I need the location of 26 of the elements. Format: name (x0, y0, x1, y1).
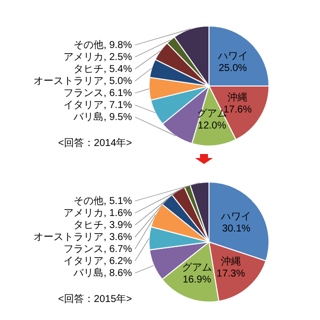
slice-label: アメリカ, 1.6% (64, 208, 132, 219)
data-label: 25.0% (218, 63, 248, 74)
slice-label: ハワイ (216, 51, 248, 62)
data-label: 30.1% (222, 223, 251, 234)
slice-label: ハワイ (220, 211, 252, 222)
data-label: 16.9% (182, 274, 212, 286)
slice-label: バリ島, 9.5% (72, 111, 132, 123)
text: <回答：2014年> (57, 138, 132, 150)
slice-label: 沖縄 (220, 256, 241, 268)
slice-label: グアム (182, 262, 212, 274)
slice-label: その他, 5.1% (74, 195, 132, 207)
slice-label: 沖縄 (228, 92, 248, 104)
data-label: 12.0% (198, 120, 226, 132)
slice-label: バリ島, 8.6% (72, 267, 132, 279)
text: <回答：2015年> (57, 294, 132, 306)
slice-label: オーストラリア, 3.6% (34, 232, 132, 243)
slice-label: イタリア, 7.1% (64, 100, 132, 111)
data-label: 17.3% (216, 268, 246, 280)
slice-label: イタリア, 6.2% (64, 256, 132, 267)
slice-label: アメリカ, 2.5% (64, 52, 132, 63)
slice-label: フランス, 6.7% (64, 244, 132, 255)
slice-label: タヒチ, 3.9% (74, 220, 132, 231)
slice-label: タヒチ, 5.4% (74, 64, 132, 75)
slice-label: その他, 9.8% (74, 39, 132, 51)
slice-label: フランス, 6.1% (64, 88, 132, 99)
slice-label: オーストラリア, 5.0% (34, 76, 132, 87)
